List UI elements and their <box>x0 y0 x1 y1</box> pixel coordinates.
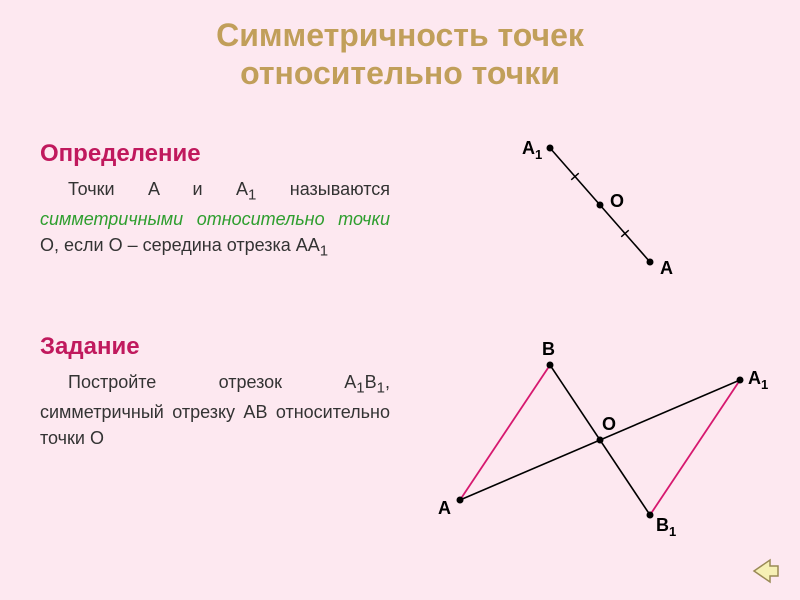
definition-heading: Определение <box>40 140 390 168</box>
text-column: Определение Точки A и A 1 называются симм… <box>40 140 390 451</box>
def-t1: Точки A и A <box>68 179 248 199</box>
svg-text:О: О <box>602 414 616 434</box>
svg-text:B1: B1 <box>656 515 676 539</box>
slide-title: Симметричность точек относительно точки <box>0 16 800 93</box>
task-tas: 1 <box>356 379 364 396</box>
diagram-2: A B О A1 B1 <box>400 330 770 560</box>
svg-text:A: A <box>438 498 451 518</box>
svg-text:A1: A1 <box>748 368 768 392</box>
def-t3s: 1 <box>320 243 328 260</box>
task-ta: Постройте отрезок A <box>68 372 356 392</box>
title-line-1: Симметричность точек <box>216 17 584 53</box>
diagram-1: A1 О A <box>420 130 710 300</box>
task-tb: B <box>365 372 377 392</box>
svg-text:О: О <box>610 191 624 211</box>
task-tbs: 1 <box>377 379 385 396</box>
task-heading: Задание <box>40 333 390 361</box>
title-line-2: относительно точки <box>240 55 560 91</box>
task-block: Задание Постройте отрезок A1B1, симметри… <box>40 333 390 452</box>
def-t2: называются <box>256 179 390 199</box>
svg-text:A1: A1 <box>522 138 542 162</box>
def-highlight: симметричными относительно точки <box>40 209 390 229</box>
svg-text:B: B <box>542 339 555 359</box>
definition-text: Точки A и A 1 называются симметричными от… <box>40 176 390 263</box>
svg-text:A: A <box>660 258 673 278</box>
def-t3: О, если О – середина отрезка AA <box>40 235 320 255</box>
task-text: Постройте отрезок A1B1, симметричный отр… <box>40 369 390 452</box>
prev-slide-button[interactable] <box>748 556 782 586</box>
